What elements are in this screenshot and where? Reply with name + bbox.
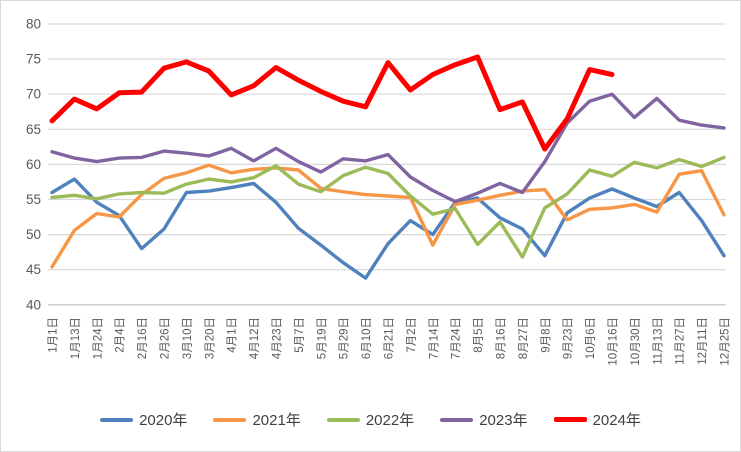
x-axis-tick-label: 7月14日	[428, 317, 440, 359]
x-axis-tick-label: 7月2日	[406, 317, 418, 353]
y-axis-tick-label: 80	[26, 17, 41, 32]
legend-label: 2021年	[252, 412, 301, 429]
x-axis-tick-label: 4月23日	[272, 317, 284, 359]
x-axis-tick-label: 2月26日	[160, 317, 172, 359]
y-axis-tick-label: 60	[26, 157, 41, 172]
y-axis-tick-label: 55	[26, 192, 41, 207]
legend-line-swatch	[553, 417, 587, 422]
legend-label: 2023年	[479, 412, 528, 429]
legend-line-swatch	[440, 417, 474, 422]
y-axis-tick-label: 70	[26, 87, 41, 102]
legend-item-2024年: 2024年	[553, 409, 641, 430]
x-axis-tick-label: 9月23日	[563, 317, 575, 359]
x-axis-tick-label: 7月24日	[451, 317, 463, 359]
legend-item-2023年: 2023年	[440, 409, 528, 430]
y-axis-tick-label: 65	[26, 122, 41, 137]
legend-label: 2020年	[139, 412, 188, 429]
x-axis-tick-label: 11月27日	[675, 317, 687, 365]
x-axis-tick-label: 8月16日	[496, 317, 508, 359]
legend-item-2020年: 2020年	[100, 409, 187, 430]
legend-label: 2024年	[592, 412, 641, 429]
x-axis-tick-label: 8月27日	[518, 317, 530, 359]
chart-legend: 2020年 2021年 2022年 2023年 2024年	[1, 409, 740, 430]
x-axis-tick-label: 6月21日	[384, 317, 396, 359]
x-axis-tick-label: 10月16日	[608, 317, 620, 366]
x-axis-tick-label: 10月6日	[585, 317, 597, 359]
x-axis-tick-label: 2月16日	[137, 317, 149, 359]
x-axis-tick-label: 9月8日	[540, 317, 552, 353]
series-line-2021年	[50, 163, 726, 269]
x-axis-tick-label: 12月11日	[697, 317, 709, 365]
x-axis-tick-label: 3月10日	[182, 317, 194, 359]
x-axis-tick-label: 12月25日	[720, 317, 732, 366]
x-axis-tick-label: 1月13日	[70, 317, 82, 359]
legend-line-swatch	[100, 417, 134, 422]
y-axis-tick-label: 45	[26, 262, 41, 277]
x-axis-tick-label: 3月20日	[204, 317, 216, 359]
x-axis-tick-label: 4月12日	[249, 317, 261, 359]
y-axis-tick-label: 75	[26, 52, 41, 67]
x-axis-tick-label: 6月10日	[361, 317, 373, 359]
x-axis-tick-label: 11月13日	[652, 317, 664, 365]
legend-line-swatch	[213, 417, 247, 422]
legend-item-2022年: 2022年	[326, 409, 415, 430]
series-line-2020年	[50, 177, 726, 280]
chart-canvas: 40 45 50 55 60 65 70 75 80 1月1日 1月13日 1月24日 2月4日 2月16…	[26, 17, 732, 366]
x-axis-tick-label: 10月30日	[630, 317, 642, 366]
legend-item-2021年: 2021年	[213, 409, 301, 430]
x-axis-tick-label: 5月7日	[294, 317, 306, 353]
series-line-2024年	[49, 54, 615, 152]
x-axis-tick-label: 1月24日	[92, 317, 104, 359]
x-axis-tick-label: 2月4日	[115, 317, 127, 353]
x-axis-tick-label: 4月1日	[227, 317, 239, 353]
x-axis-tick-label: 8月5日	[473, 317, 485, 353]
x-axis-tick-label: 1月1日	[48, 317, 60, 353]
y-axis-tick-label: 40	[26, 297, 41, 312]
legend-line-swatch	[326, 417, 360, 422]
x-axis-tick-label: 5月29日	[339, 317, 351, 359]
series-line-2022年	[50, 155, 726, 259]
series-line-2023年	[50, 92, 726, 204]
x-axis-tick-label: 5月19日	[316, 317, 328, 359]
y-axis-tick-label: 50	[26, 227, 41, 242]
legend-label: 2022年	[365, 412, 415, 429]
